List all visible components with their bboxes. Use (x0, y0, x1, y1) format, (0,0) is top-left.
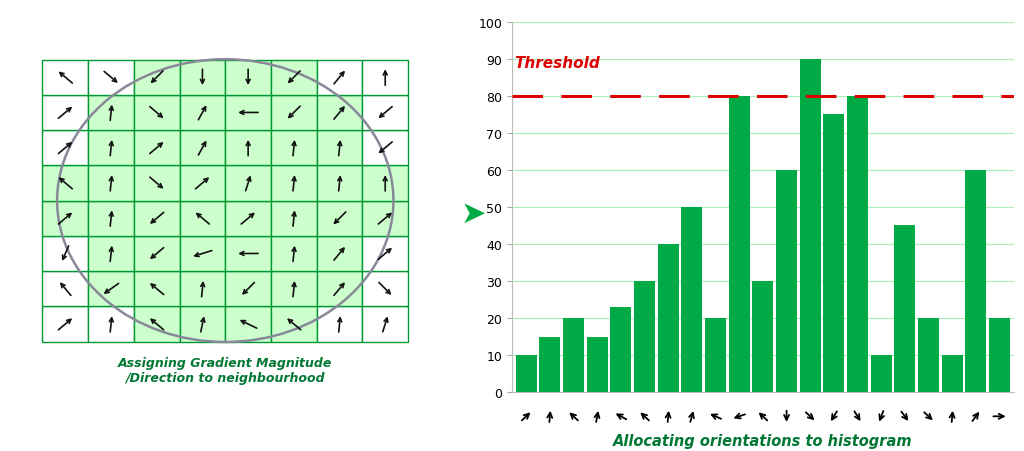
Bar (362, 166, 408, 201)
Bar (847, 97, 868, 392)
Bar (88, 166, 134, 201)
Bar (271, 60, 316, 96)
Bar (681, 207, 702, 392)
Bar (88, 131, 134, 166)
Bar (362, 236, 408, 272)
Bar (753, 281, 773, 392)
Bar (179, 166, 225, 201)
Bar (919, 318, 939, 392)
Bar (316, 307, 362, 342)
Bar (362, 96, 408, 131)
Bar (966, 170, 986, 392)
Bar (179, 131, 225, 166)
X-axis label: Allocating orientations to histogram: Allocating orientations to histogram (613, 433, 912, 448)
Bar (362, 272, 408, 307)
Bar (179, 307, 225, 342)
Bar (43, 166, 88, 201)
Bar (634, 281, 655, 392)
Bar (776, 170, 797, 392)
Bar (43, 201, 88, 236)
Bar (540, 337, 560, 392)
Bar (823, 115, 845, 392)
Text: Assigning Gradient Magnitude
/Direction to neighbourhood: Assigning Gradient Magnitude /Direction … (118, 356, 333, 384)
Bar (316, 166, 362, 201)
Bar (225, 307, 271, 342)
Bar (43, 236, 88, 272)
Bar (225, 96, 271, 131)
Bar (43, 96, 88, 131)
Bar (179, 272, 225, 307)
Bar (706, 318, 726, 392)
Bar (43, 272, 88, 307)
Bar (179, 96, 225, 131)
Bar (316, 201, 362, 236)
Bar (516, 355, 537, 392)
Bar (989, 318, 1010, 392)
Bar (43, 307, 88, 342)
Bar (225, 236, 271, 272)
Text: ➤: ➤ (461, 200, 485, 229)
Bar (134, 201, 179, 236)
Bar (134, 60, 179, 96)
Bar (271, 131, 316, 166)
Bar (316, 60, 362, 96)
Bar (88, 201, 134, 236)
Bar (134, 96, 179, 131)
Bar (88, 236, 134, 272)
Bar (942, 355, 963, 392)
Bar (362, 60, 408, 96)
Text: Threshold: Threshold (514, 55, 600, 71)
Bar (362, 307, 408, 342)
Bar (134, 131, 179, 166)
Bar (179, 201, 225, 236)
Bar (88, 272, 134, 307)
Bar (316, 272, 362, 307)
Bar (43, 60, 88, 96)
Bar (88, 60, 134, 96)
Bar (88, 96, 134, 131)
Bar (225, 272, 271, 307)
Bar (271, 96, 316, 131)
Bar (657, 244, 679, 392)
Bar (179, 236, 225, 272)
Bar (134, 272, 179, 307)
Bar (563, 318, 584, 392)
Bar (43, 131, 88, 166)
Bar (362, 131, 408, 166)
Bar (88, 307, 134, 342)
Bar (316, 131, 362, 166)
Bar (225, 60, 271, 96)
Bar (271, 272, 316, 307)
Bar (271, 166, 316, 201)
Bar (225, 201, 271, 236)
Bar (362, 201, 408, 236)
Bar (271, 236, 316, 272)
Bar (134, 236, 179, 272)
Bar (271, 201, 316, 236)
Bar (225, 131, 271, 166)
Bar (895, 226, 915, 392)
Bar (587, 337, 607, 392)
Bar (225, 166, 271, 201)
Bar (134, 307, 179, 342)
Bar (610, 307, 631, 392)
Bar (316, 96, 362, 131)
Bar (134, 166, 179, 201)
Bar (729, 97, 750, 392)
Bar (179, 60, 225, 96)
Bar (271, 307, 316, 342)
Bar (316, 236, 362, 272)
Bar (800, 60, 820, 392)
Bar (870, 355, 892, 392)
